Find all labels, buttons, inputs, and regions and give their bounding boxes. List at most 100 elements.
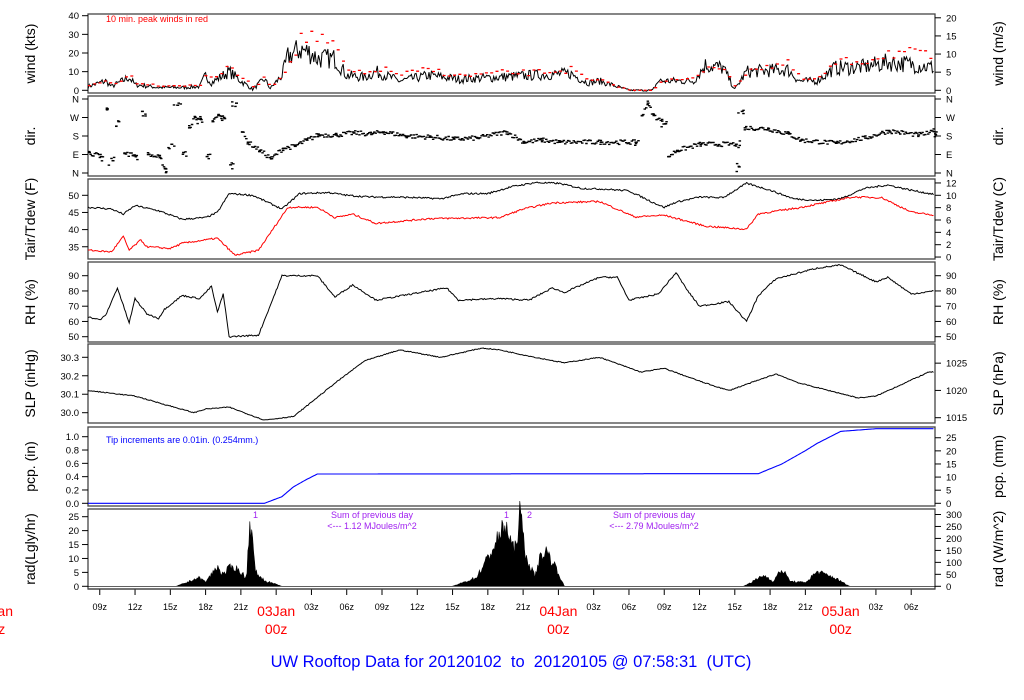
dir-point (661, 120, 664, 122)
wind-mean-line (87, 40, 934, 92)
dir-point (231, 168, 234, 170)
dir-point (934, 131, 938, 133)
dir-point (182, 151, 186, 154)
time-tick-label: 09z (657, 602, 672, 612)
dir-point (220, 119, 224, 122)
rad-sum2-line1: Sum of previous day (613, 510, 696, 520)
dir-points-segment (305, 133, 320, 141)
time-tick-label: 03z (304, 602, 319, 612)
dir-point (223, 117, 227, 120)
slp-left-axis-title: SLP (inHg) (22, 349, 38, 417)
dir-points-segment (699, 141, 738, 148)
dir-point (99, 155, 103, 158)
pcp-left-tick-label: 1.0 (66, 432, 79, 443)
dir-right-tick-label: N (946, 95, 953, 106)
tair-line (87, 181, 934, 221)
pcp-line (88, 428, 934, 504)
dir-point (144, 113, 147, 115)
dir-point (220, 115, 223, 118)
rh-right-axis-title: RH (%) (990, 279, 1006, 325)
time-tick-label: 12z (410, 602, 425, 612)
pcp-left-tick-label: 0.6 (66, 459, 79, 470)
dir-point (177, 102, 180, 104)
dir-point (172, 104, 176, 106)
dir-points-segment (864, 129, 890, 140)
temp-right-tick-label: 4 (946, 228, 951, 239)
dir-point (167, 146, 170, 149)
rh-right-tick-label: 60 (946, 317, 957, 328)
tdew-line (88, 196, 934, 256)
pcp-right-axis-title: pcp. (mm) (990, 435, 1006, 498)
dir-point (205, 155, 209, 158)
dir-point (206, 153, 210, 156)
dir-point (116, 120, 120, 122)
dir-point (117, 120, 121, 123)
day-label-hour: 00z (265, 621, 288, 637)
day-label-date: 02Jan (0, 603, 13, 619)
wind-left-tick-label: 20 (68, 49, 79, 60)
dir-point (735, 170, 739, 173)
dir-points-segment (767, 127, 790, 135)
dir-left-tick-label: N (72, 95, 79, 106)
dir-points-segment (317, 133, 337, 138)
dir-point (207, 157, 211, 160)
rad-left-tick-label: 20 (68, 526, 79, 537)
dir-points-segment (646, 100, 655, 115)
pcp-left-tick-label: 0.8 (66, 446, 79, 457)
rad-right-tick-label: 300 (946, 510, 962, 521)
wind-right-axis-title: wind (m/s) (990, 21, 1006, 87)
pcp-right-tick-label: 5 (946, 486, 951, 497)
dir-point (664, 122, 668, 125)
dir-point (637, 140, 640, 142)
rad-marker-2: 1 (504, 510, 509, 520)
time-tick-label: 21z (798, 602, 813, 612)
dir-point (181, 153, 185, 155)
dir-point (334, 134, 338, 136)
dir-points-segment (240, 131, 249, 145)
temp-right-tick-label: 2 (946, 240, 951, 251)
rad-right-axis-title: rad (W/m^2) (990, 511, 1006, 588)
temp-panel-frame (87, 178, 936, 260)
rh-left-axis-title: RH (%) (22, 279, 38, 325)
rad-area (88, 500, 935, 587)
rad-right-tick-label: 100 (946, 558, 962, 569)
dir-points-segment (640, 104, 649, 117)
dir-point (199, 115, 202, 118)
dir-point (660, 126, 663, 128)
dir-point (917, 134, 921, 136)
time-tick-label: 06z (904, 602, 919, 612)
rad-left-tick-label: 0 (74, 582, 79, 593)
day-label-date: 03Jan (257, 603, 295, 619)
dir-point (144, 115, 147, 117)
slp-right-tick-label: 1015 (946, 413, 967, 424)
pcp-left-tick-label: 0.4 (66, 472, 79, 483)
rh-line (87, 264, 934, 338)
time-tick-label: 18z (198, 602, 213, 612)
dir-point (738, 140, 742, 142)
pcp-right-tick-label: 25 (946, 433, 957, 444)
dir-point (735, 162, 739, 165)
day-label-date: 05Jan (822, 603, 860, 619)
wind-right-tick-label: 5 (946, 68, 951, 79)
dir-left-tick-label: N (72, 169, 79, 180)
rh-left-tick-label: 70 (68, 302, 79, 313)
rh-left-tick-label: 50 (68, 332, 79, 343)
wind-right-tick-label: 0 (946, 86, 951, 97)
rad-left-tick-label: 15 (68, 540, 79, 551)
slp-right-tick-label: 1020 (946, 386, 967, 397)
dir-left-axis-title: dir. (22, 127, 38, 146)
time-tick-label: 15z (445, 602, 460, 612)
slp-line (87, 347, 934, 421)
dir-point (185, 155, 188, 157)
dir-point (229, 164, 233, 166)
dir-point (158, 156, 162, 159)
dir-points-segment (743, 125, 769, 131)
time-tick-label: 18z (763, 602, 778, 612)
rad-marker-3: 2 (527, 510, 532, 520)
dir-points-segment (352, 130, 372, 137)
temp-right-axis-title: Tair/Tdew (C) (990, 177, 1006, 261)
dir-point (231, 105, 234, 107)
dir-right-tick-label: S (946, 132, 952, 143)
pcp-tip-note: Tip increments are 0.01in. (0.254mm.) (106, 435, 258, 445)
dir-points-segment (917, 129, 937, 138)
